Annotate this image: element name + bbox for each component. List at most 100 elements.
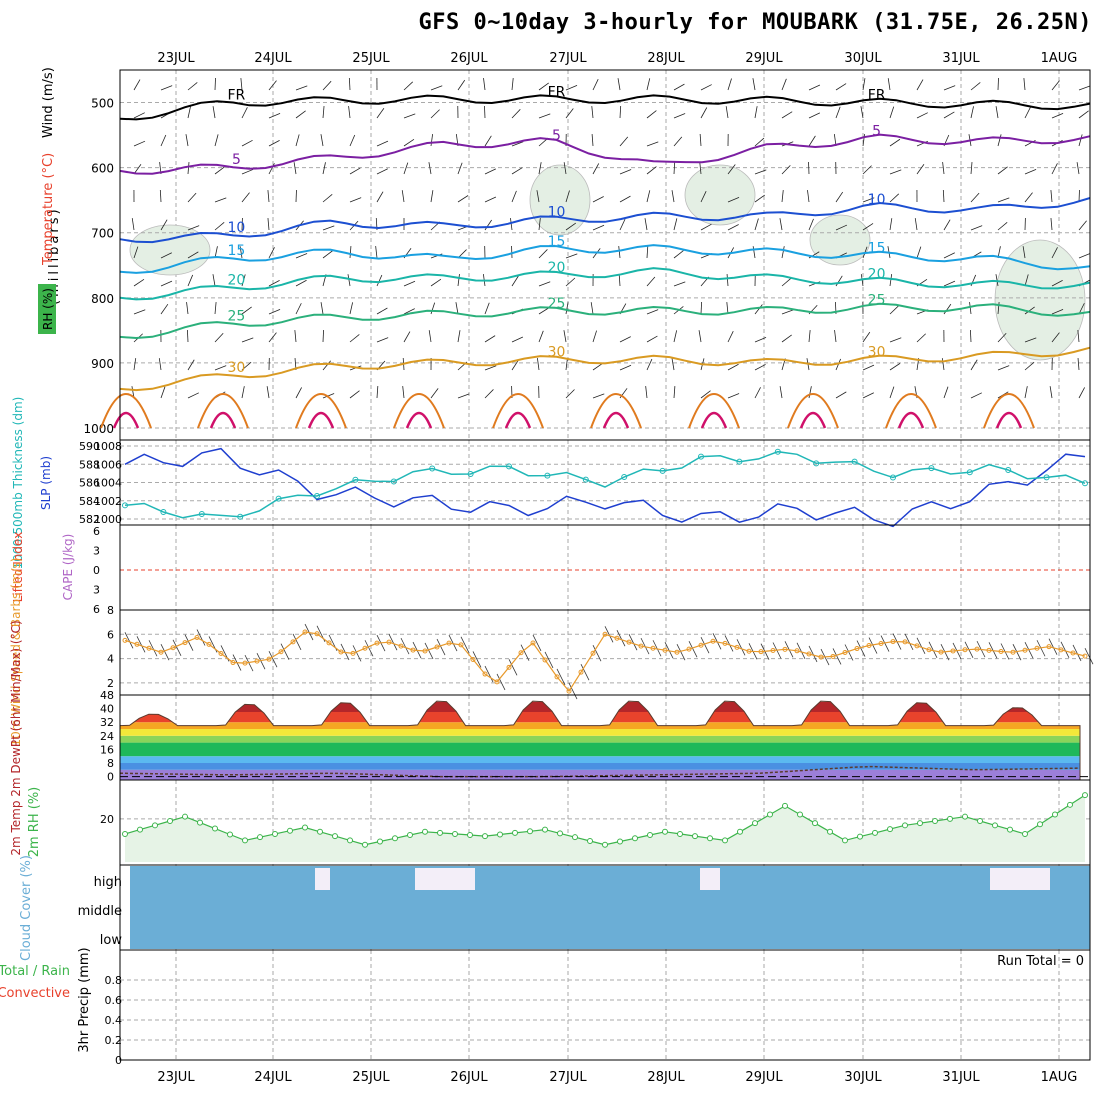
wind-barb: [565, 108, 574, 119]
wind-barb-10m: [856, 640, 866, 657]
li-tick-label: 6: [93, 603, 100, 616]
wind-speed-point: [614, 635, 620, 641]
wind-barb-10m: [460, 636, 470, 654]
wind-barb: [646, 245, 649, 259]
wind-barb: [538, 330, 544, 343]
wind-barb: [295, 253, 308, 259]
wind-barb: [970, 192, 980, 203]
wind-barb: [403, 280, 416, 287]
wind-speed-point: [398, 643, 404, 649]
wind-barb: [214, 166, 225, 175]
wind-barb: [1051, 332, 1060, 343]
wind-barb: [187, 359, 195, 371]
wind-barb: [295, 110, 306, 119]
wind-speed-point: [182, 640, 188, 646]
temp-tick-label: 8: [107, 757, 114, 770]
thickness-tick-label: 588: [79, 458, 100, 471]
panel-frame-upper-air: [119, 69, 1091, 441]
rh-shade: [994, 239, 1086, 361]
rh-point: [287, 827, 293, 834]
wind-barb: [862, 223, 874, 231]
contour-label: 20: [868, 267, 886, 283]
wind-barb: [241, 337, 254, 343]
wind-barb: [754, 194, 765, 203]
wind-barb: [511, 336, 524, 343]
wind-barb: [970, 359, 978, 371]
wind-barb: [133, 246, 139, 259]
wind-barb: [239, 246, 243, 259]
rh-point: [392, 835, 398, 842]
wind-barb: [889, 193, 900, 203]
wind-barb: [294, 330, 297, 343]
wind-barb: [214, 365, 227, 371]
wind-barb: [754, 336, 767, 343]
wind-barb-10m: [640, 637, 650, 655]
wind-barb: [889, 169, 902, 175]
wind-barb-10m: [544, 651, 554, 669]
thickness-point: [890, 474, 896, 481]
surface-contour: [393, 393, 445, 429]
rh-area: [125, 795, 1085, 862]
wind-barb: [186, 329, 189, 343]
wind-barb: [160, 134, 167, 147]
ylabel-wind: Wind (m/s): [41, 67, 56, 138]
rh-point: [1022, 830, 1028, 837]
wind-barb: [295, 85, 308, 91]
wind-barb: [862, 134, 865, 147]
wind-barb: [133, 358, 137, 371]
wind-barb: [457, 195, 469, 203]
rh-point: [572, 834, 578, 841]
wind-barb-10m: [448, 634, 458, 652]
wind-barb: [214, 77, 216, 91]
wind-barb: [160, 386, 166, 399]
wind-barb: [484, 105, 486, 119]
wind-barb: [970, 162, 973, 175]
wind-barb: [160, 85, 173, 91]
wind-barb: [645, 386, 648, 399]
rh-point: [692, 833, 698, 840]
wind-barb-10m: [652, 640, 662, 657]
wind-barb-10m: [1060, 641, 1070, 659]
wind-barb: [187, 392, 199, 399]
surface-contour: [995, 411, 1023, 429]
wind-barb: [565, 358, 568, 371]
rh-point: [707, 835, 713, 842]
rh-point: [302, 824, 308, 831]
contour-label: 10: [227, 220, 245, 236]
rh-point: [317, 828, 323, 835]
wind-barb: [295, 134, 300, 147]
rh-point: [1067, 801, 1073, 808]
surface-contour: [112, 411, 140, 429]
wind-barb: [673, 250, 684, 259]
rh-point: [812, 820, 818, 827]
wind-barb: [889, 138, 901, 147]
wind-barb: [834, 330, 837, 343]
wind-barb: [995, 274, 999, 287]
temp-tick-label: 0: [107, 771, 114, 784]
wind-barb: [970, 225, 983, 231]
surface-contour: [405, 411, 433, 429]
wind-barb: [591, 134, 594, 147]
wind-barb: [970, 82, 981, 91]
rh-point: [962, 813, 968, 820]
wind-speed-point: [470, 656, 476, 662]
wind-barb: [916, 333, 926, 343]
temp-band: [120, 756, 1080, 763]
wind-barb-10m: [184, 634, 194, 651]
wind-barb: [322, 194, 333, 203]
wind-barb: [700, 223, 712, 231]
wind-barb: [538, 281, 551, 287]
wind-barb: [646, 309, 659, 315]
wind-barb: [240, 78, 243, 91]
rh-point: [977, 818, 983, 824]
wind-barb: [619, 218, 626, 231]
wind-barb-10m: [484, 665, 494, 683]
precip-tick-label: 0.4: [105, 1014, 123, 1027]
thickness-line: [124, 450, 1086, 519]
wind-barb: [1078, 134, 1083, 147]
wind-barb: [267, 190, 270, 203]
rh-point: [722, 837, 728, 844]
wind-barb: [214, 332, 224, 343]
contour-label: 30: [227, 360, 245, 376]
cloud-cover-area: [130, 866, 1090, 949]
